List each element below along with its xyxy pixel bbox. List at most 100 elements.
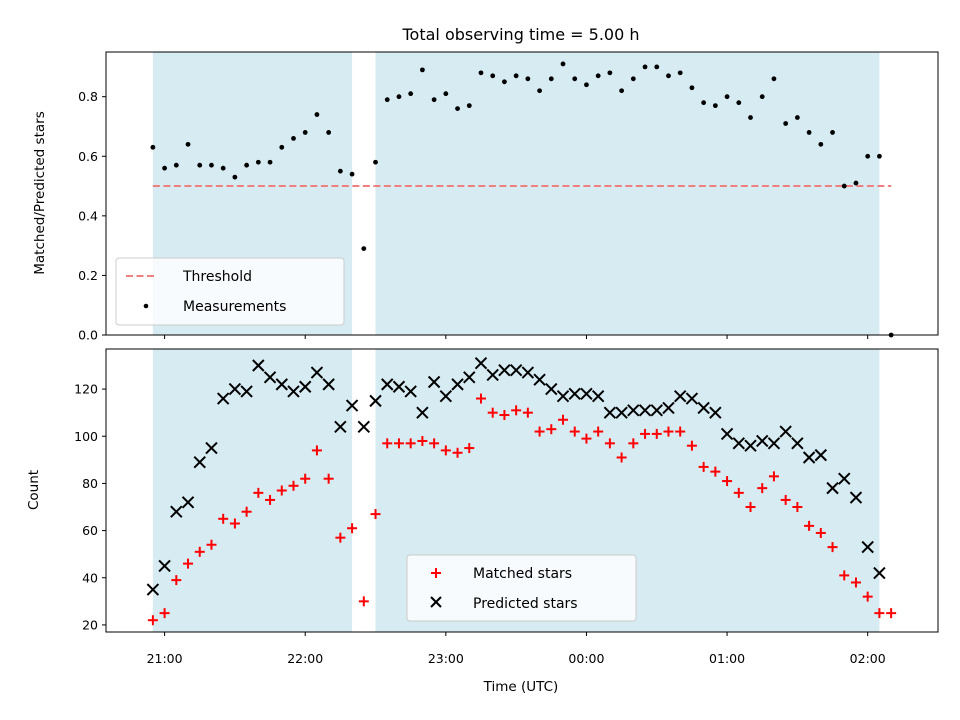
matched-star-marker (218, 513, 229, 524)
measurements-legend-label: Measurements (183, 299, 286, 315)
count-panel-legend: Matched stars Predicted stars (406, 554, 637, 622)
matched-star-marker (417, 435, 428, 446)
predicted-star-marker (580, 387, 593, 401)
matched-star-marker (839, 570, 850, 581)
measurement-point (255, 159, 261, 165)
measurement-point (326, 130, 332, 135)
predicted-stars-points (146, 356, 886, 596)
matched-star-marker (229, 518, 240, 529)
matched-star-marker (804, 520, 815, 531)
predicted-star-marker (486, 368, 499, 382)
predicted-star-marker (451, 378, 464, 391)
matched-star-marker (827, 542, 838, 553)
measurement-point (209, 162, 214, 168)
x-tick-label: 01:00 (709, 651, 745, 666)
ratio-panel-legend: Threshold Measurements (115, 257, 345, 326)
predicted-star-marker (474, 356, 488, 370)
x-tick-label: 21:00 (147, 651, 183, 666)
measurement-point (619, 88, 625, 94)
measurement-points (150, 61, 894, 338)
predicted-star-marker (427, 375, 441, 389)
matched-star-marker (581, 433, 592, 444)
predicted-star-marker (416, 406, 429, 419)
matched-star-marker (358, 596, 369, 607)
predicted-star-marker (545, 382, 558, 396)
predicted-star-marker (838, 472, 851, 485)
matched-star-marker (487, 407, 498, 418)
count-legend-box (406, 554, 637, 622)
measurement-point (162, 165, 167, 171)
measurement-point (560, 61, 566, 67)
measurement-point (490, 73, 496, 79)
matched-star-marker (323, 473, 334, 484)
matched-star-marker (675, 426, 686, 437)
matched-star-marker (640, 428, 651, 439)
measurement-point (455, 106, 460, 111)
predicted-star-marker (181, 496, 195, 509)
predicted-star-marker (369, 394, 382, 408)
predicted-star-marker (521, 366, 535, 379)
matched-star-marker (686, 440, 697, 451)
matched-star-marker (745, 502, 756, 513)
matched-star-marker (628, 438, 639, 449)
y-tick-label: 40 (82, 570, 98, 585)
matched-star-marker (511, 405, 522, 416)
predicted-star-marker (205, 441, 218, 455)
predicted-star-marker (345, 399, 359, 412)
matched-star-marker (405, 438, 416, 449)
matched-star-marker (534, 426, 545, 437)
measurement-point (736, 100, 742, 106)
ratio-legend-box (115, 257, 345, 326)
measurements-legend-swatch (143, 303, 149, 309)
predicted-star-marker (697, 401, 710, 415)
predicted-star-marker (556, 389, 570, 403)
measurement-point (771, 76, 777, 82)
matched-star-marker (276, 485, 287, 496)
predicted-star-marker (509, 364, 523, 377)
measurement-point (806, 130, 812, 135)
y-tick-label: 120 (74, 382, 98, 397)
ratio-panel-x-ticks (164, 335, 869, 339)
matched-star-marker (194, 546, 205, 557)
measurement-point (173, 162, 179, 168)
measurement-point (267, 159, 273, 165)
predicted-star-marker (720, 427, 734, 441)
predicted-star-marker (826, 481, 839, 495)
measurement-point (537, 88, 542, 94)
measurement-point (853, 180, 859, 186)
predicted-star-marker (158, 559, 171, 573)
matched-star-marker (874, 608, 885, 619)
ratio-panel: 0.0 0.2 0.4 0.6 0.8 Total observing time = 5… (32, 25, 939, 343)
count-panel-x-ticks: 21:00 22:00 23:00 00:00 01:00 02:00 (147, 632, 886, 666)
predicted-star-marker (638, 404, 652, 417)
predicted-stars-legend-label: Predicted stars (473, 596, 578, 612)
y-tick-label: 0.6 (78, 149, 98, 164)
matched-star-marker (288, 480, 299, 491)
predicted-star-marker (498, 364, 511, 377)
measurement-point (384, 97, 390, 103)
measurement-point (830, 130, 835, 135)
matched-stars-legend-label: Matched stars (473, 566, 572, 582)
measurement-point (630, 76, 636, 82)
predicted-star-marker (791, 437, 804, 450)
predicted-star-marker (533, 373, 546, 386)
matched-star-marker (253, 487, 264, 498)
matched-star-marker (171, 575, 182, 586)
measurement-point (279, 144, 285, 150)
predicted-star-marker (146, 583, 160, 596)
measurement-point (783, 121, 789, 126)
x-tick-label: 00:00 (568, 651, 604, 666)
matched-star-marker (651, 428, 662, 439)
predicted-star-marker (299, 380, 312, 393)
matched-star-marker (440, 445, 451, 456)
predicted-star-marker (240, 385, 253, 398)
predicted-star-marker (287, 385, 300, 398)
measurement-point (244, 162, 250, 168)
count-panel: 20 40 60 80 100 120 21:00 22:00 23:00 00:00 01:00… (26, 348, 939, 695)
predicted-star-marker (404, 385, 417, 398)
measurement-point (232, 174, 238, 180)
predicted-star-marker (216, 392, 230, 405)
matched-stars-legend-swatch (431, 568, 441, 578)
predicted-star-marker (603, 406, 617, 419)
measurement-point (689, 85, 695, 91)
